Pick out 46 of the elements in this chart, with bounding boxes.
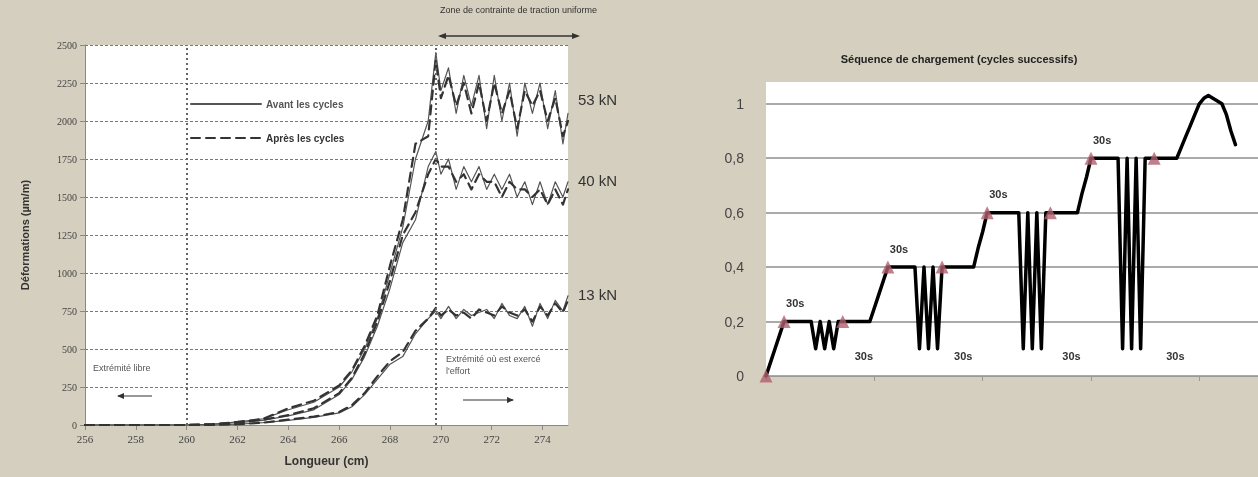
chart-title: Séquence de chargement (cycles successifs) [840, 52, 1078, 65]
y-axis-title: Déformations (µm/m) [18, 179, 31, 291]
y-tick-label: 0,2 [724, 313, 745, 330]
x-tick-label: 264 [280, 432, 298, 445]
y-tick-label: 500 [62, 343, 77, 355]
text: Zone de contrainte de traction uniforme [440, 4, 598, 15]
text: Avant les cycles [266, 98, 344, 110]
annotation: 30s [1092, 133, 1112, 146]
text: 40 kN [578, 171, 618, 189]
y-tick-label: 0,4 [724, 259, 745, 276]
y-tick-label: 2250 [57, 77, 77, 89]
y-tick-label: 0,6 [724, 204, 745, 221]
annotation: 30s [1166, 349, 1185, 362]
x-tick-label: 256 [76, 432, 94, 445]
annotation: 30s [1062, 349, 1081, 362]
x-tick-label: 266 [330, 432, 348, 445]
x-tick-label: 272 [483, 432, 500, 445]
x-tick-label: 262 [229, 432, 246, 445]
x-tick-label: 270 [432, 432, 450, 445]
text: Après les cycles [266, 132, 345, 144]
x-axis-title: Longueur (cm) [284, 454, 369, 468]
x-tick-label: 258 [127, 432, 145, 445]
annotation: 30s [954, 349, 973, 362]
y-tick-label: 1500 [57, 191, 77, 203]
y-tick-label: 2000 [57, 115, 77, 127]
x-tick-label: 260 [178, 432, 196, 445]
annotation: 30s [989, 188, 1008, 201]
annotation: 30s [889, 242, 909, 255]
y-tick-label: 0 [736, 368, 745, 384]
y-tick-label: 0 [72, 419, 77, 431]
y-tick-label: 1000 [57, 267, 77, 279]
y-tick-label: 1750 [57, 153, 77, 165]
y-tick-label: 750 [62, 305, 77, 317]
annotation: 30s [854, 349, 874, 362]
annotation: Extrémité où est exercé l'effort [446, 354, 544, 376]
y-tick-label: 0,8 [724, 150, 745, 167]
y-tick-label: 1250 [57, 229, 77, 241]
text: 13 kN [578, 285, 618, 303]
annotation: 30s [786, 297, 805, 310]
x-tick-label: 274 [534, 432, 552, 445]
annotation: Extrémité libre [93, 362, 151, 373]
y-tick-label: 1 [736, 95, 745, 112]
y-tick-label: 250 [62, 381, 77, 393]
text: 53 kN [578, 91, 618, 109]
y-tick-label: 2500 [57, 39, 77, 51]
x-tick-label: 268 [381, 432, 399, 445]
